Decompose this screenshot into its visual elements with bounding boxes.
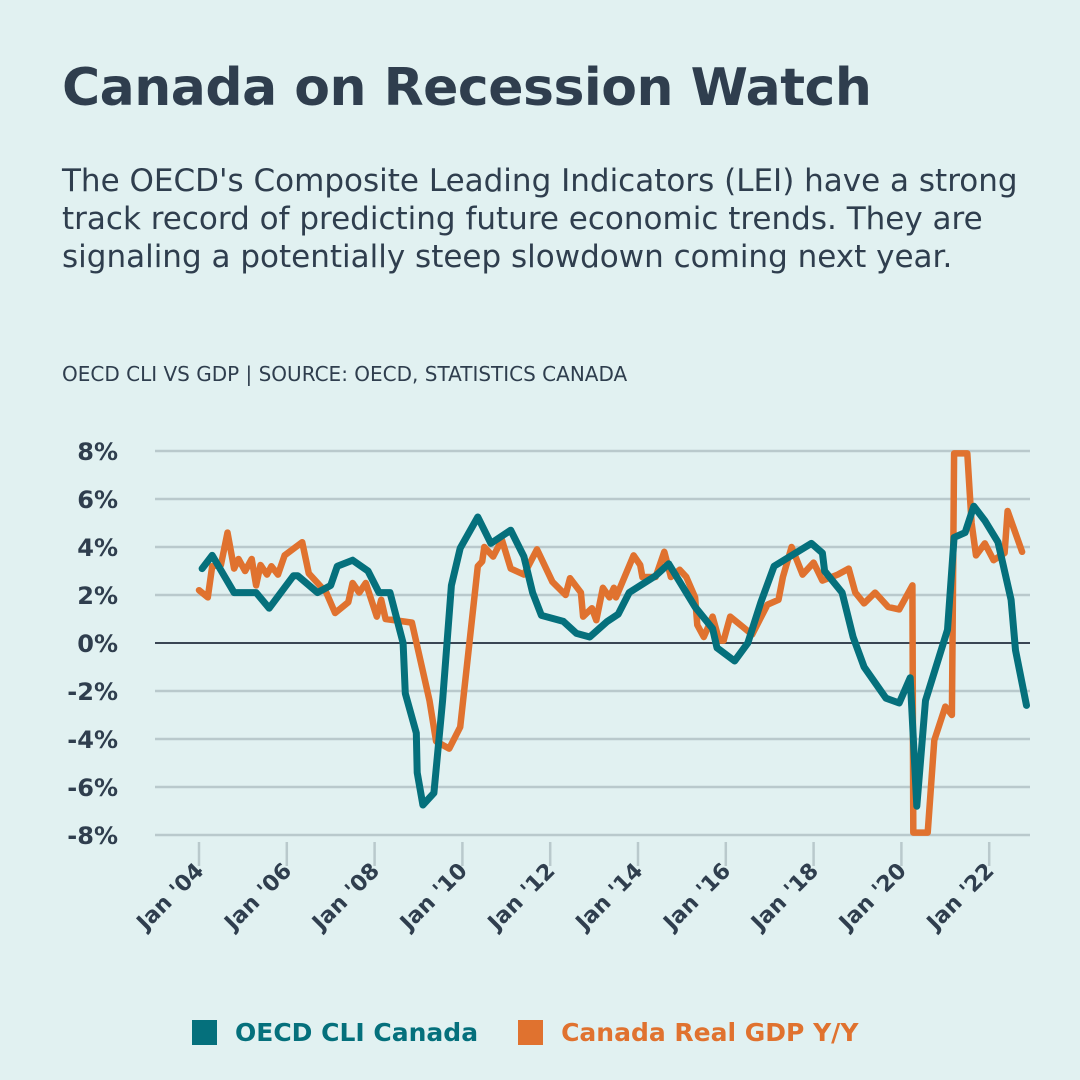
series-line-cli	[198, 502, 1030, 810]
chart-subtitle: The OECD's Composite Leading Indicators …	[62, 163, 1018, 275]
x-tick-label: Jan '20	[833, 859, 911, 937]
legend-item-cli: OECD CLI Canada	[192, 1018, 478, 1047]
y-tick-label: 0%	[77, 630, 118, 658]
y-tick-label: 8%	[77, 438, 118, 466]
y-tick-label: -8%	[67, 822, 118, 850]
x-tick-label: Jan '12	[482, 859, 560, 937]
legend: OECD CLI Canada Canada Real GDP Y/Y	[192, 1018, 858, 1047]
line-chart: 8%6%4%2%0%-2%-4%-6%-8%Jan '04 Jan '06 Jan …	[67, 438, 1030, 937]
source-note: OECD CLI VS GDP | SOURCE: OECD, STATISTI…	[62, 362, 628, 386]
y-tick-label: 6%	[77, 486, 118, 514]
x-tick-label: Jan '08	[307, 859, 385, 937]
legend-swatch-gdp	[518, 1020, 544, 1045]
x-tick-label: Jan '14	[570, 859, 648, 937]
legend-label-cli: OECD CLI Canada	[235, 1018, 479, 1047]
y-tick-label: -6%	[67, 774, 118, 802]
x-tick-label: Jan '18	[746, 859, 824, 937]
y-tick-label: 2%	[77, 582, 118, 610]
legend-item-gdp: Canada Real GDP Y/Y	[518, 1018, 858, 1047]
y-tick-label: -2%	[67, 678, 118, 706]
y-tick-label: -4%	[67, 726, 118, 754]
y-tick-label: 4%	[77, 534, 118, 562]
x-tick-label: Jan '16	[658, 859, 736, 937]
x-tick-label: Jan '04	[131, 859, 209, 937]
series-line-gdp	[195, 450, 1026, 836]
x-tick-label: Jan '10	[394, 859, 472, 937]
x-tick-label: Jan '22	[921, 859, 999, 937]
legend-swatch-cli	[192, 1020, 217, 1045]
legend-label-gdp: Canada Real GDP Y/Y	[561, 1018, 859, 1047]
x-tick-label: Jan '06	[219, 859, 297, 937]
chart-title: Canada on Recession Watch	[62, 58, 872, 118]
